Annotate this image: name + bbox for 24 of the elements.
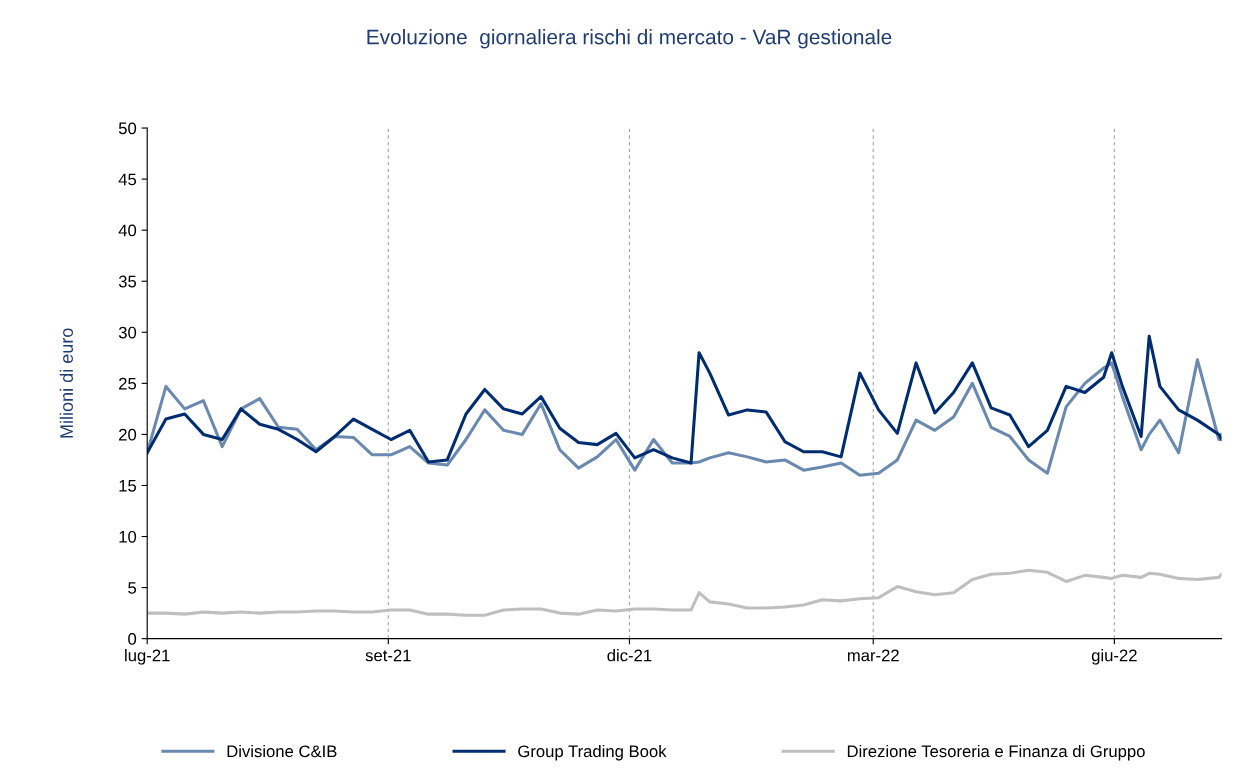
legend-label: Divisione C&IB <box>227 744 337 758</box>
y-tick-label: 25 <box>119 377 137 390</box>
y-tick-label: 35 <box>118 275 137 288</box>
x-tick-label: lug-21 <box>125 649 170 665</box>
x-tick-label: set-21 <box>365 649 411 662</box>
y-tick-label: 45 <box>118 173 137 186</box>
y-tick-label: 10 <box>119 530 137 543</box>
legend-label: Group Trading Book <box>518 744 667 761</box>
y-tick-label: 0 <box>128 633 137 645</box>
x-tick-label: mar-22 <box>847 649 899 662</box>
x-tick-label: giu-22 <box>1091 649 1137 665</box>
x-tick-label: dic-21 <box>607 649 652 662</box>
y-tick-label: 40 <box>118 224 137 237</box>
y-tick-label: 30 <box>118 326 137 339</box>
line-series <box>147 334 1222 465</box>
y-tick-label: 50 <box>118 122 137 135</box>
y-axis-title: Milioni di euro <box>59 328 73 438</box>
y-tick-label: 5 <box>128 582 137 594</box>
y-tick-label: 20 <box>119 428 137 441</box>
line-series <box>147 358 1222 477</box>
line-series <box>147 568 1222 617</box>
legend-label: Direzione Tesoreria e Finanza di Gruppo <box>847 744 1145 761</box>
y-tick-label: 15 <box>119 480 137 492</box>
chart-title: Evoluzione giornaliera rischi di mercato - VaR gestionale <box>367 29 892 49</box>
